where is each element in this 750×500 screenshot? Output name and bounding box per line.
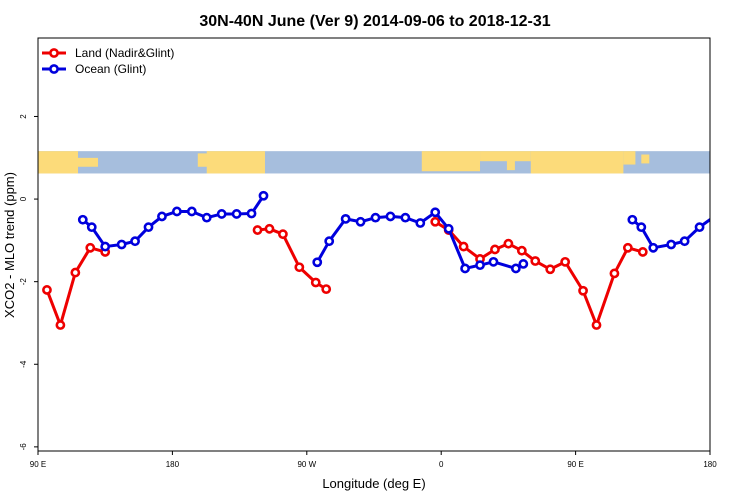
data-point — [252, 225, 263, 235]
data-point — [70, 267, 81, 278]
plot-frame — [37, 37, 711, 452]
data-point — [100, 241, 111, 252]
data-point — [503, 238, 514, 249]
data-point — [609, 268, 620, 279]
data-point — [201, 212, 212, 223]
data-point — [143, 222, 154, 233]
y-tick-label: -6 — [19, 443, 28, 451]
data-point — [637, 247, 648, 257]
map-land — [38, 151, 78, 174]
data-point — [246, 208, 257, 219]
data-point — [694, 222, 705, 233]
data-point — [545, 264, 556, 275]
map-land — [641, 154, 650, 164]
data-point — [231, 209, 242, 219]
data-point — [648, 242, 659, 253]
data-point — [709, 214, 710, 219]
data-point — [415, 218, 426, 228]
x-tick-label: 0 — [439, 460, 444, 469]
data-point — [186, 206, 197, 217]
data-point — [516, 245, 527, 256]
series-1 — [77, 190, 710, 274]
data-point — [130, 236, 140, 247]
legend-marker — [49, 48, 59, 58]
data-point — [490, 244, 500, 255]
data-point — [443, 223, 454, 234]
data-point — [310, 277, 321, 288]
map-land — [530, 151, 624, 174]
data-point — [475, 260, 485, 271]
map-land — [206, 151, 265, 174]
data-point — [385, 211, 396, 222]
data-point — [216, 209, 227, 219]
x-tick-label: 90 E — [567, 460, 583, 469]
y-tick-label: -2 — [19, 278, 28, 286]
data-point — [510, 263, 521, 274]
data-point — [666, 239, 677, 250]
legend: Land (Nadir&Glint) Ocean (Glint) — [42, 46, 174, 76]
x-tick-label: 90 W — [297, 460, 316, 469]
data-point — [627, 214, 638, 225]
data-point — [42, 285, 52, 295]
legend-label: Land (Nadir&Glint) — [75, 46, 174, 60]
data-point — [355, 216, 366, 227]
x-axis-label: Longitude (deg E) — [322, 476, 425, 491]
series-0 — [42, 216, 648, 330]
map-land — [506, 158, 515, 171]
data-point — [312, 257, 323, 268]
series-line — [81, 194, 265, 249]
data-point — [278, 229, 288, 240]
data-point — [116, 239, 127, 250]
data-point — [294, 262, 305, 273]
data-point — [458, 241, 469, 252]
data-point — [324, 236, 335, 247]
y-tick-label: 2 — [19, 114, 28, 119]
legend-label: Ocean (Glint) — [75, 62, 146, 76]
data-point — [55, 320, 66, 330]
data-point — [560, 256, 571, 267]
map-land — [623, 151, 636, 165]
x-axis: 90 E 180 90 W 0 90 E 180 — [30, 451, 717, 469]
y-tick-label: -4 — [19, 360, 28, 368]
data-point — [488, 256, 499, 267]
data-point — [370, 212, 381, 223]
data-point — [591, 320, 602, 330]
data-point — [400, 212, 411, 223]
data-point — [77, 214, 88, 225]
world-map-band — [38, 151, 710, 174]
data-point — [321, 284, 332, 295]
data-point — [258, 190, 269, 201]
map-land — [421, 151, 481, 172]
map-land — [197, 153, 208, 167]
data-point — [430, 216, 441, 227]
data-point — [85, 242, 96, 253]
data-point — [530, 256, 541, 266]
data-point — [622, 242, 633, 253]
x-tick-label: 90 E — [30, 460, 46, 469]
x-tick-label: 180 — [166, 460, 180, 469]
data-point — [430, 207, 441, 218]
series-line — [45, 246, 106, 327]
data-point — [340, 213, 351, 224]
data-point — [86, 222, 97, 233]
data-point — [171, 206, 182, 217]
data-point — [518, 259, 529, 269]
map-land — [480, 151, 531, 162]
y-tick-label: 0 — [19, 196, 28, 201]
data-point — [578, 285, 588, 296]
x-tick-label: 180 — [703, 460, 717, 469]
data-point — [157, 211, 167, 222]
map-land — [78, 157, 98, 167]
legend-marker — [49, 64, 59, 74]
data-point — [636, 222, 647, 233]
y-axis-label: XCO2 - MLO trend (ppm) — [2, 172, 17, 318]
data-point — [264, 223, 275, 234]
y-axis: -6 -4 -2 0 2 — [19, 114, 38, 451]
data-point — [679, 236, 690, 247]
data-point — [460, 263, 470, 274]
chart-title: 30N-40N June (Ver 9) 2014-09-06 to 2018-… — [199, 13, 550, 30]
